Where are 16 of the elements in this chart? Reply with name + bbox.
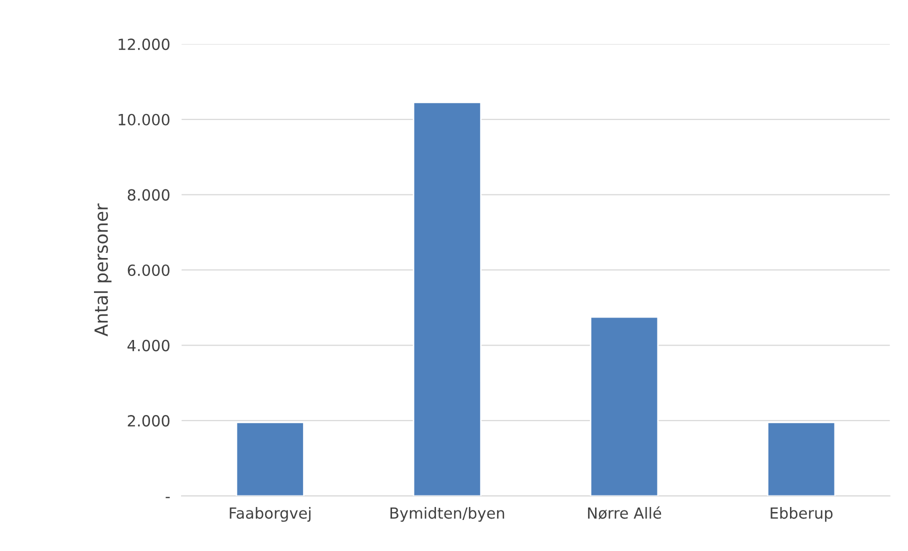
y-tick-label: 12.000	[118, 38, 170, 50]
y-tick-label: 8.000	[128, 189, 170, 201]
y-tick-label: 10.000	[118, 114, 170, 126]
y-axis-title: Antal personer	[94, 203, 112, 336]
bar	[236, 422, 304, 496]
x-tick-label: Bymidten/byen	[390, 507, 504, 522]
y-tick-label: -	[166, 496, 170, 498]
y-tick-label: 4.000	[128, 340, 170, 352]
bar	[412, 102, 482, 496]
bar	[590, 316, 659, 496]
y-tick-label: 2.000	[128, 415, 170, 427]
y-tick-label: 6.000	[128, 264, 170, 276]
x-tick-label: Nørre Allé	[588, 506, 662, 520]
x-tick-label: Faaborgvej	[230, 507, 310, 522]
bar	[766, 422, 836, 496]
x-tick-label: Ebberup	[770, 507, 833, 522]
